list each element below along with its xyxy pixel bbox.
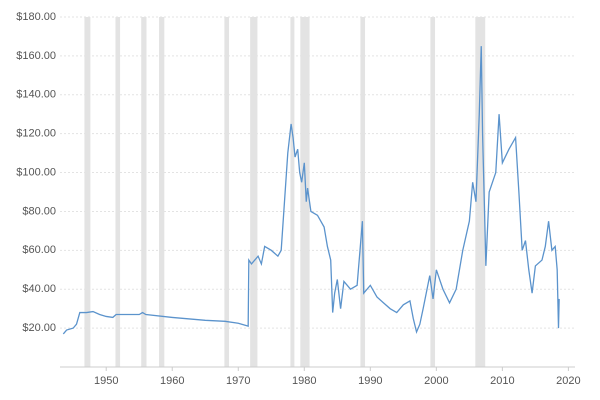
recession-band	[84, 17, 91, 367]
y-tick-label: $80.00	[22, 205, 56, 217]
recession-band	[290, 17, 295, 367]
x-tick-label: 2020	[556, 375, 580, 387]
x-tick-label: 1980	[292, 375, 316, 387]
recession-band	[430, 17, 436, 367]
y-tick-label: $20.00	[22, 322, 56, 334]
recession-band	[360, 17, 366, 367]
price-line	[62, 46, 560, 335]
x-tick-label: 1970	[226, 375, 250, 387]
y-tick-label: $100.00	[16, 166, 56, 178]
recession-band	[159, 17, 165, 367]
recession-band	[250, 17, 258, 367]
recession-band	[224, 17, 230, 367]
recession-band	[300, 17, 310, 367]
x-tick-label: 2010	[490, 375, 514, 387]
y-tick-label: $180.00	[16, 11, 56, 23]
recession-band	[141, 17, 147, 367]
x-tick-label: 1960	[160, 375, 184, 387]
y-tick-label: $40.00	[22, 283, 56, 295]
x-tick-label: 2000	[424, 375, 448, 387]
y-tick-label: $140.00	[16, 89, 56, 101]
y-tick-label: $160.00	[16, 50, 56, 62]
recession-band	[475, 17, 486, 367]
recession-band	[115, 17, 121, 367]
x-tick-label: 1950	[94, 375, 118, 387]
x-tick-label: 1990	[358, 375, 382, 387]
y-tick-label: $60.00	[22, 244, 56, 256]
y-tick-label: $120.00	[16, 128, 56, 140]
